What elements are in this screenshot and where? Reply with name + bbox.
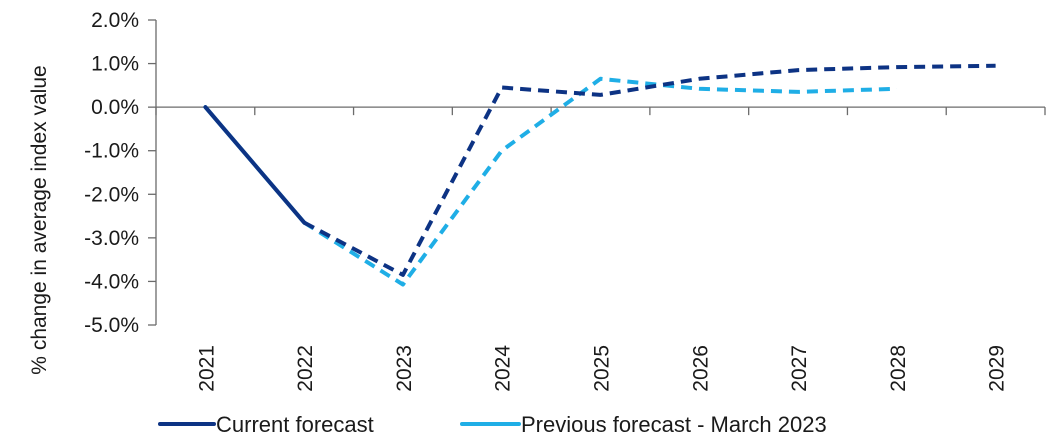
x-tick-label: 2028 — [887, 345, 910, 392]
x-tick-label: 2025 — [591, 345, 614, 392]
y-tick-label: -3.0% — [84, 227, 139, 250]
x-tick-label: 2021 — [195, 345, 218, 392]
series-line-actual — [203, 105, 307, 225]
series-line-forecast — [303, 76, 897, 287]
x-tick-label: 2023 — [393, 345, 416, 392]
y-tick-label: 2.0% — [91, 9, 139, 32]
series-current-forecast — [203, 63, 996, 277]
y-tick-label: -4.0% — [84, 270, 139, 293]
x-tick-label: 2022 — [294, 345, 317, 392]
legend-item: Current forecast — [158, 412, 374, 437]
x-tick-label: 2024 — [492, 345, 515, 392]
legend-label: Previous forecast - March 2023 — [521, 412, 827, 437]
y-tick-label: -2.0% — [84, 183, 139, 206]
legend: Current forecast Previous forecast - Marc… — [158, 412, 827, 437]
y-tick-label: 0.0% — [91, 96, 139, 119]
legend-label: Current forecast — [216, 412, 374, 437]
series-layer — [203, 63, 996, 287]
y-tick-label: -1.0% — [84, 140, 139, 163]
x-tick-label: 2026 — [689, 345, 712, 392]
x-tick-label: 2027 — [788, 345, 811, 392]
y-axis: 2.0% 1.0% 0.0% -1.0% -2.0% -3.0% -4.0% -5.0% — [84, 9, 157, 337]
legend-item: Previous forecast - March 2023 — [460, 412, 827, 437]
y-axis-title: % change in average index value — [28, 65, 51, 374]
x-axis: 2021 2022 2023 2024 2025 2026 2027 2028 2029 — [155, 106, 1046, 392]
y-tick-label: -5.0% — [84, 314, 139, 337]
x-tick-label: 2029 — [986, 345, 1009, 392]
y-tick-label: 1.0% — [91, 53, 139, 76]
series-line-forecast — [303, 63, 996, 277]
